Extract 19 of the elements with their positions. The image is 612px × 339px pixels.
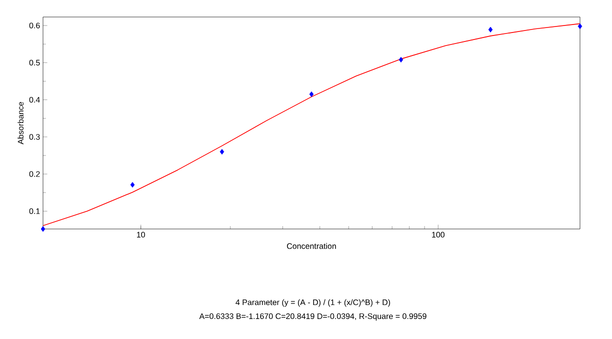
y-tick-label: 0.2 bbox=[29, 171, 40, 177]
y-tick-label: 0.5 bbox=[29, 60, 40, 66]
point bbox=[398, 56, 404, 62]
x-tick-label: 100 bbox=[432, 232, 445, 238]
y-axis-title: Absorbance bbox=[18, 102, 24, 144]
point bbox=[220, 148, 224, 155]
y-tick-label: 0.1 bbox=[29, 208, 40, 214]
x-axis-title: Concentration bbox=[287, 243, 336, 249]
y-tick-label: 0.6 bbox=[29, 22, 40, 28]
point bbox=[309, 91, 314, 98]
point bbox=[488, 26, 493, 32]
text: A=0.6333 B=-1.1670 C=20.8419 D=-0.0394, R-Square = 0.9959 bbox=[199, 313, 426, 321]
x-tick-label: 10 bbox=[137, 232, 145, 238]
point bbox=[130, 182, 135, 188]
point bbox=[578, 23, 582, 30]
text: 4 Parameter (y = (A - D) / (1 + (x/C)^B) + D) bbox=[236, 299, 390, 307]
y-tick-label: 0.3 bbox=[29, 134, 40, 140]
y-tick-label: 0.4 bbox=[29, 96, 40, 103]
point bbox=[40, 226, 46, 232]
